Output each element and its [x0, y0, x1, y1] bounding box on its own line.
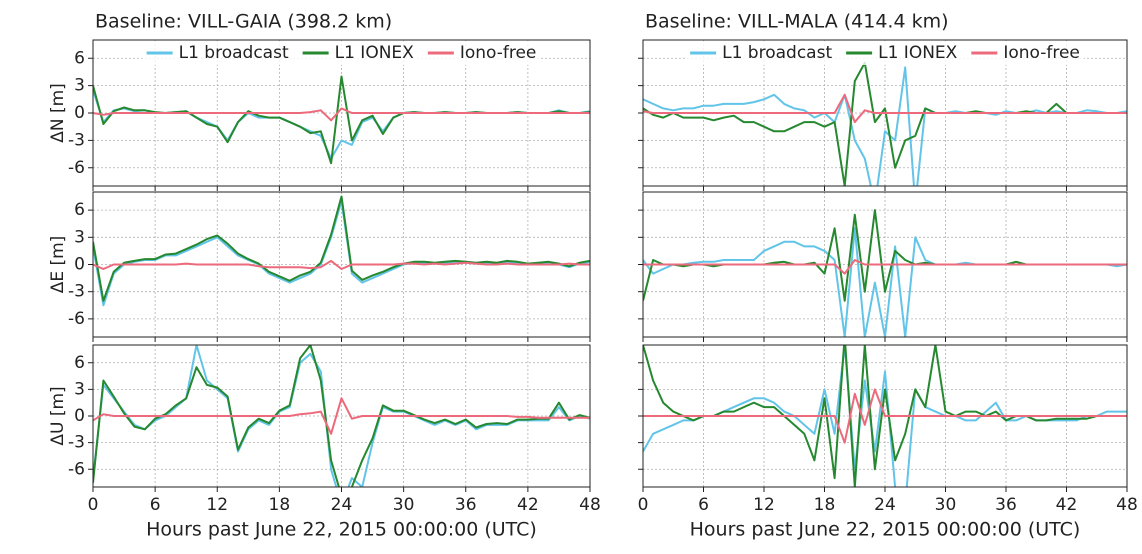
y-tick-label: 0	[74, 103, 85, 123]
panel: -6 -3 0 3 6 Baseline: VILL-GAIA (398.2 km) ΔN …	[48, 11, 591, 191]
y-axis-label: ΔN [m]	[48, 83, 68, 143]
series-line	[643, 388, 1127, 444]
x-tick-label: 24	[874, 495, 896, 515]
x-tick-label: 6	[698, 495, 709, 515]
plot-frame	[92, 191, 591, 338]
panel: -6 -3 0 3 6 ΔE [m]	[48, 191, 591, 342]
legend-label: Iono-free	[1003, 43, 1080, 63]
legend: L1 broadcast L1 IONEX Iono-free	[686, 41, 1084, 65]
legend-label: L1 IONEX	[335, 43, 415, 63]
legend-label: L1 IONEX	[878, 43, 958, 63]
panel	[638, 191, 1128, 342]
legend-label: L1 broadcast	[179, 43, 289, 63]
x-tick-label: 48	[579, 495, 601, 515]
x-tick-label: 30	[393, 495, 415, 515]
legend: L1 broadcast L1 IONEX Iono-free	[142, 41, 541, 65]
plot-frame	[642, 39, 1128, 187]
y-tick-label: 3	[74, 76, 85, 96]
panel-title: Baseline: VILL-MALA (414.4 km)	[645, 11, 949, 33]
x-tick-label: 18	[269, 495, 291, 515]
x-tick-label: 48	[1116, 495, 1138, 515]
y-tick-label: -6	[68, 459, 85, 479]
series-line	[93, 397, 590, 435]
legend-bg	[142, 41, 541, 65]
y-tick-label: 0	[74, 255, 85, 275]
x-tick-label: 12	[206, 495, 228, 515]
plot-frame	[92, 39, 591, 187]
x-tick-label: 0	[638, 495, 649, 515]
series-line	[643, 209, 1127, 302]
x-tick-label: 12	[753, 495, 775, 515]
plot-frame	[92, 344, 591, 488]
series-line	[643, 345, 1127, 487]
x-tick-label: 0	[88, 495, 99, 515]
plot-frame	[642, 344, 1128, 488]
x-tick-label: 18	[814, 495, 836, 515]
y-tick-label: 6	[74, 48, 85, 68]
series-line	[643, 93, 1127, 124]
x-tick-label: 36	[455, 495, 477, 515]
series-line	[93, 259, 590, 270]
y-axis-label: ΔU [m]	[48, 386, 68, 445]
y-tick-label: -3	[68, 282, 85, 302]
panel-title: Baseline: VILL-GAIA (398.2 km)	[95, 11, 392, 33]
x-tick-label: 30	[935, 495, 957, 515]
series-line	[93, 107, 590, 122]
x-tick-label: 42	[1056, 495, 1078, 515]
y-axis-label: ΔE [m]	[48, 236, 68, 294]
x-tick-label: 42	[517, 495, 539, 515]
y-tick-label: -3	[68, 130, 85, 150]
series-line	[93, 345, 590, 487]
series-line	[643, 345, 1127, 487]
y-tick-label: 0	[74, 406, 85, 426]
series-line	[643, 259, 1127, 275]
y-tick-label: 3	[74, 379, 85, 399]
legend-bg	[686, 41, 1084, 65]
y-tick-label: -6	[68, 309, 85, 329]
x-axis-label: Hours past June 22, 2015 00:00:00 (UTC)	[146, 519, 537, 541]
x-tick-label: 6	[150, 495, 161, 515]
y-tick-label: -6	[68, 158, 85, 178]
x-axis-label: Hours past June 22, 2015 00:00:00 (UTC)	[690, 519, 1081, 541]
plot-frame	[642, 191, 1128, 338]
x-tick-label: 24	[331, 495, 353, 515]
y-tick-label: 6	[74, 353, 85, 373]
x-tick-label: 36	[995, 495, 1017, 515]
panel: 0 6 12 18 24 30 36 42 48 Hours past June 22, 2015…	[638, 344, 1138, 541]
panel: Baseline: VILL-MALA (414.4 km) L1 broadca…	[638, 11, 1128, 191]
legend-label: L1 broadcast	[722, 43, 832, 63]
series-line	[93, 345, 590, 487]
series-line	[643, 66, 1127, 186]
y-tick-label: 3	[74, 227, 85, 247]
y-tick-label: -3	[68, 433, 85, 453]
y-tick-label: 6	[74, 200, 85, 220]
series-line	[93, 195, 590, 302]
legend-label: Iono-free	[460, 43, 537, 63]
